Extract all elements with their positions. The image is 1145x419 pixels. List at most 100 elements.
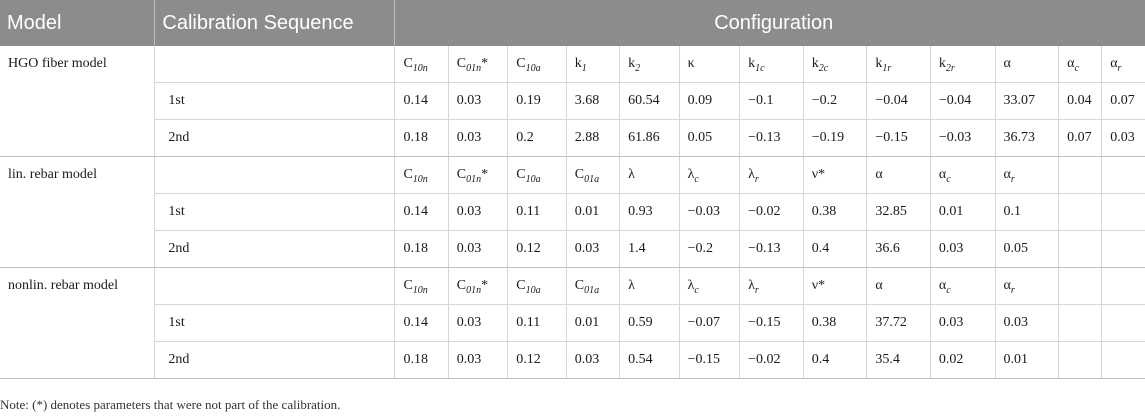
parameter-asterisk: * [481,167,489,182]
parameter-symbol: α [1003,167,1011,182]
parameter-symbol: C [403,56,413,71]
parameter-symbol: α [1067,56,1075,71]
value-cell: 36.73 [995,119,1060,157]
parameter-symbol: α [1003,278,1011,293]
parameter-label: λc [679,267,741,305]
value-cell: 0.14 [394,82,449,120]
parameter-subscript: r [1010,173,1015,185]
value-cell [1101,304,1145,342]
value-cell: 0.4 [803,230,868,268]
parameter-label: λ [619,156,680,194]
parameter-subscript: c [694,284,699,296]
parameter-subscript: 10a [525,62,541,74]
parameter-subscript: 01a [584,284,600,296]
value-cell: −0.2 [803,82,868,120]
value-cell: 0.03 [448,341,509,379]
parameter-symbol: α [875,278,883,293]
parameter-subscript: 2 [635,62,641,74]
value-cell: 0.01 [930,193,996,231]
parameter-label: k2r [930,46,996,83]
value-cell: −0.1 [739,82,804,120]
parameter-symbol: k [574,56,582,71]
value-cell: 61.86 [619,119,680,157]
parameter-symbol: α [938,278,947,293]
value-cell: 0.38 [803,193,868,231]
parameter-label: C10a [507,46,567,83]
parameter-symbol: λ [748,167,755,182]
table-row: 2nd 0.18 0.03 0.2 2.88 61.86 0.05 −0.13 −0.19 −0.… [0,119,1145,157]
parameter-subscript: 10n [412,62,428,74]
value-cell: 0.03 [448,230,509,268]
parameter-label: αr [995,267,1060,305]
sequence-cell [154,267,396,305]
parameter-symbol: C [516,167,526,182]
parameter-symbol: κ [687,56,695,71]
parameter-symbol: α [875,167,883,182]
value-cell: 0.03 [1101,119,1145,157]
value-cell: −0.13 [739,119,804,157]
value-cell [1101,341,1145,379]
value-cell: 0.03 [448,82,509,120]
value-cell: 0.05 [679,119,741,157]
parameter-subscript: c [946,284,951,296]
parameter-symbol: λ [628,167,635,182]
value-cell: 0.05 [995,230,1060,268]
value-cell: 0.18 [394,230,449,268]
value-cell: 0.01 [566,304,621,342]
parameter-label: λ [619,267,680,305]
value-cell: 0.07 [1101,82,1145,120]
value-cell: 0.02 [930,341,996,379]
value-cell: 0.18 [394,119,449,157]
header-model: Model [0,0,156,46]
parameter-subscript: 01a [584,173,600,185]
value-cell: 0.03 [995,304,1060,342]
parameter-symbol: λ [687,167,695,182]
parameter-subscript: 1 [581,62,587,74]
parameter-symbol: k [748,56,756,71]
value-cell: 0.12 [507,230,567,268]
value-cell: 37.72 [866,304,931,342]
parameter-label: k1c [739,46,804,83]
parameter-symbol: C [516,56,526,71]
params-row: HGO fiber model C10n C01n* C10a k1 k2 κ k1c k2c k… [0,46,1145,157]
value-cell: 0.14 [394,193,449,231]
model-name: HGO fiber model [0,46,156,157]
parameter-subscript: 1c [755,62,765,74]
parameter-label: αc [1058,46,1103,83]
calibration-sequence: 2nd [154,341,396,379]
value-cell: 35.4 [866,341,931,379]
value-cell: 32.85 [866,193,931,231]
calibration-sequence: 2nd [154,230,396,268]
value-cell: −0.13 [739,230,804,268]
table-note: Note: (*) denotes parameters that were n… [0,397,341,412]
parameter-subscript: 10a [525,284,541,296]
value-cell: −0.03 [930,119,996,157]
value-cell: −0.03 [679,193,741,231]
parameter-label: C01a [566,156,621,194]
parameter-symbol: C [403,278,413,293]
value-cell [1058,193,1103,231]
parameter-symbol: k [875,56,883,71]
value-cell: 0.12 [507,341,567,379]
parameter-label: λr [739,267,804,305]
parameter-label: k1 [566,46,621,83]
value-cell: 0.2 [507,119,567,157]
parameter-symbol: α [938,167,947,182]
parameter-subscript: r [754,284,759,296]
calibration-table: Model Calibration Sequence Configuration… [0,0,1145,379]
parameter-asterisk: * [481,278,489,293]
value-cell: 0.03 [566,341,621,379]
parameter-label: ν* [803,156,868,194]
parameter-symbol: C [516,278,526,293]
parameter-symbol: α [1003,56,1011,71]
parameter-symbol: λ [748,278,755,293]
parameter-subscript: 2c [818,62,829,74]
parameter-subscript: r [754,173,759,185]
value-cell: 0.03 [448,304,509,342]
parameter-symbol: C [403,167,413,182]
parameter-symbol: C [456,167,467,182]
value-cell: −0.2 [679,230,741,268]
table-row: 1st 0.14 0.03 0.11 0.01 0.93 −0.03 −0.02 0.38 32.… [0,193,1145,231]
parameter-label: C10a [507,267,567,305]
value-cell: 0.14 [394,304,449,342]
